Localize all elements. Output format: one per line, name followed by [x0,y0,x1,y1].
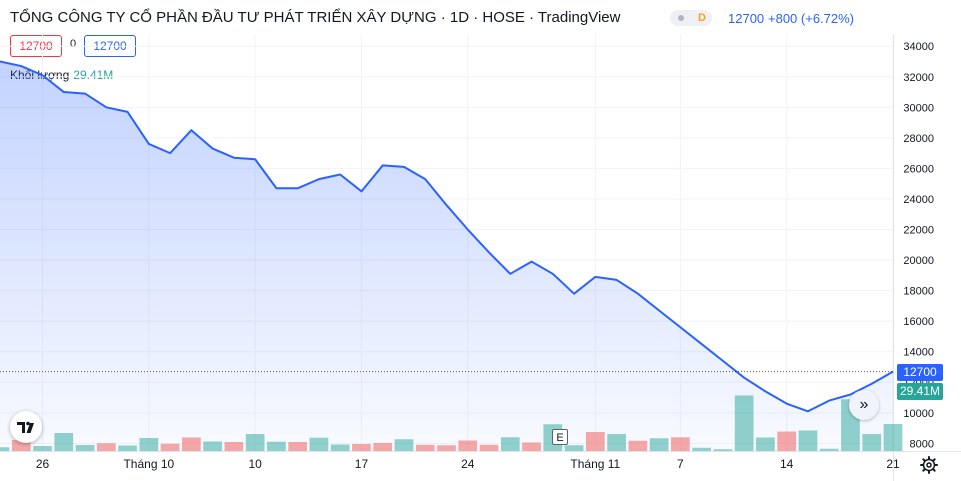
volume-legend-value: 29.41M [73,68,114,82]
chart-header: TỔNG CÔNG TY CỔ PHẦN ĐẦU TƯ PHÁT TRIỂN X… [0,0,961,34]
volume-bar [309,437,329,451]
tradingview-logo[interactable] [10,411,42,443]
x-tick-label: Tháng 11 [570,457,620,471]
volume-bar [713,449,733,451]
tradingview-logo-icon [17,421,34,433]
scroll-to-realtime-button[interactable]: » [849,390,879,420]
y-tick-label: 32000 [903,72,934,84]
volume-bar [245,434,265,451]
volume-bar [96,443,116,451]
spread-value: 0 [70,38,77,50]
volume-bar [0,447,10,451]
y-tick-label: 20000 [903,255,934,267]
chart-settings-button[interactable] [919,455,939,475]
volume-bar [479,444,499,451]
header-price-change: +800 (+6.72%) [768,11,855,26]
volume-bar [288,442,308,451]
volume-bar [692,447,711,451]
y-tick-label: 34000 [903,41,934,53]
volume-bar [118,445,137,451]
x-tick-label: 10 [248,457,262,471]
volume-bar [139,438,159,451]
volume-bar [607,434,626,451]
market-status-pill[interactable]: D [670,10,712,26]
x-tick-label: Tháng 10 [123,457,174,471]
volume-bar [224,442,244,451]
volume-bar [160,443,180,451]
y-tick-label: 30000 [903,102,934,114]
y-tick-label: 22000 [903,225,934,237]
volume-bar [585,432,605,451]
volume-bar [883,424,903,451]
volume-bar [54,433,74,451]
y-tick-label: 24000 [903,194,934,206]
market-status-dot-icon [678,15,684,21]
volume-bar [500,437,520,451]
volume-bar [628,440,648,451]
volume-bar [394,439,414,451]
volume-bar [267,441,286,451]
last-volume-tag: 29.41M [897,383,943,400]
volume-bar [437,445,456,451]
volume-bar [649,438,669,451]
volume-bar [415,444,435,451]
x-tick-label: 14 [780,457,794,471]
volume-bar [33,446,52,451]
delayed-badge: D [698,12,706,24]
price-area-fill [0,61,893,451]
volume-bar [798,430,818,451]
volume-bar [671,437,690,451]
y-tick-label: 14000 [903,347,934,359]
y-tick-label: 28000 [903,133,934,145]
price-line [0,60,894,413]
y-tick-label: 8000 [910,438,934,450]
volume-bar [777,431,797,451]
volume-bar [862,434,882,451]
volume-bar [522,442,541,451]
volume-bar [75,445,95,451]
gear-icon [920,456,938,474]
volume-bar [564,445,584,451]
y-tick-label: 16000 [903,316,934,328]
volume-bar [734,395,754,451]
volume-bar [373,443,393,451]
volume-bar [756,437,775,451]
x-tick-label: 7 [677,457,684,471]
y-tick-label: 10000 [903,408,934,420]
volume-bar [819,448,839,451]
symbol-title: TỔNG CÔNG TY CỔ PHẦN ĐẦU TƯ PHÁT TRIỂN X… [10,9,621,26]
volume-bar [352,444,371,451]
x-tick-label: 26 [36,457,50,471]
volume-bar [458,440,478,451]
volume-bar [203,441,222,451]
volume-bar [330,444,350,451]
y-tick-label: 26000 [903,163,934,175]
y-tick-label: 18000 [903,286,934,298]
x-tick-label: 24 [461,457,475,471]
volume-bar [11,440,31,451]
volume-bar [182,437,201,451]
x-tick-label: 17 [355,457,369,471]
header-last-price: 12700 [728,11,765,26]
earnings-marker[interactable]: E [552,429,568,445]
last-price-tag: 12700 [897,364,943,381]
